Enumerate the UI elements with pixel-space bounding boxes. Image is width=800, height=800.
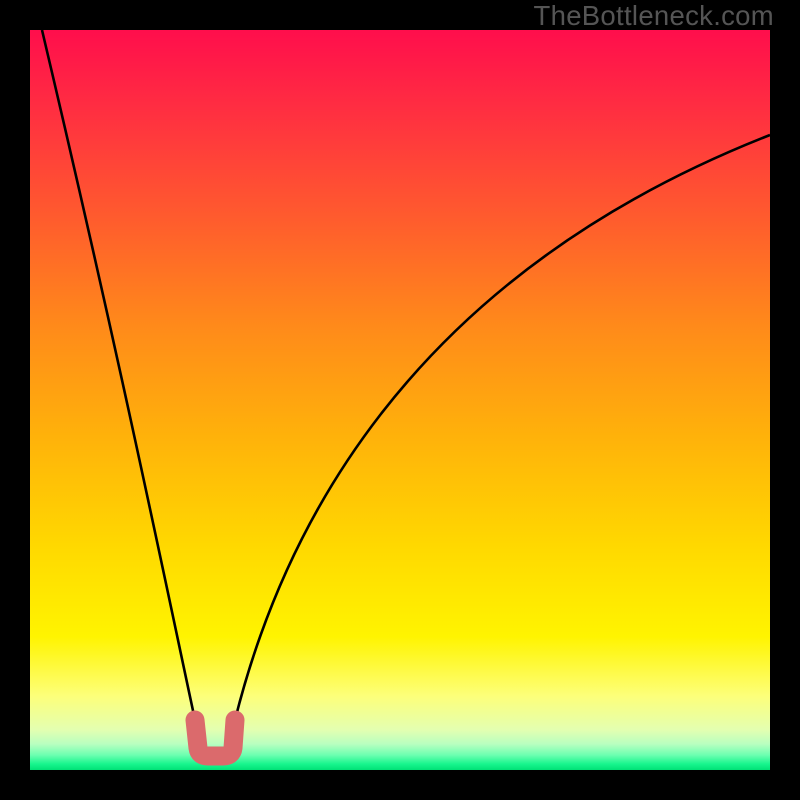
plot-background-gradient [30, 30, 770, 770]
chart-stage: TheBottleneck.com [0, 0, 800, 800]
watermark-text: TheBottleneck.com [534, 0, 775, 32]
